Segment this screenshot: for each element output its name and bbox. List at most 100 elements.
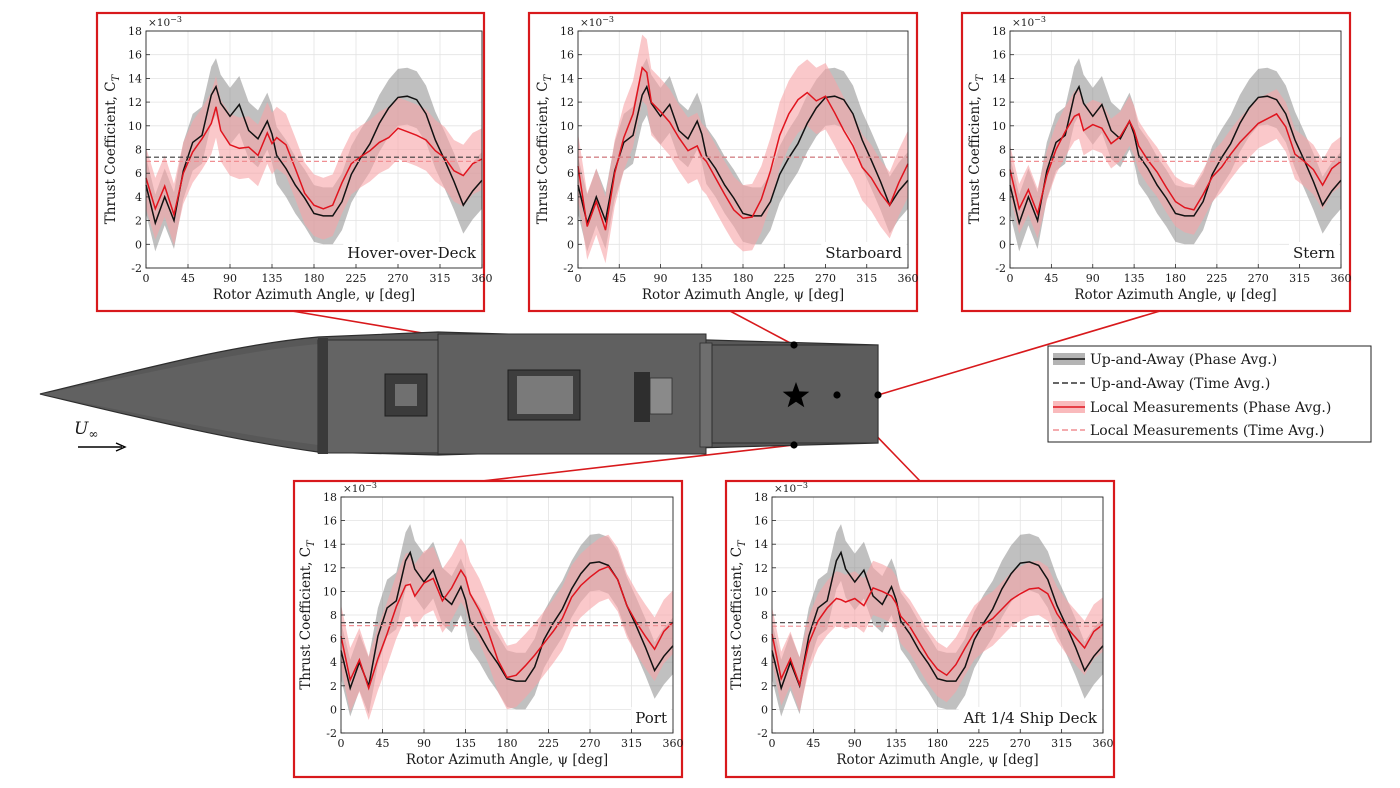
legend-item-local-phase: Local Measurements (Phase Avg.) bbox=[1053, 400, 1331, 416]
legend-box bbox=[1047, 345, 1372, 443]
deck-feature-4 bbox=[649, 377, 673, 415]
uaa-phase-line bbox=[771, 550, 1104, 691]
x-tick-label: 45 bbox=[806, 737, 820, 750]
x-axis-title: Rotor Azimuth Angle, ψ [deg] bbox=[836, 752, 1038, 768]
x-axis-title: Rotor Azimuth Angle, ψ [deg] bbox=[1074, 287, 1276, 303]
y-tick-label: 8 bbox=[567, 144, 574, 157]
x-tick-label: 45 bbox=[1044, 272, 1058, 285]
ship-hull-highlight bbox=[40, 344, 318, 445]
y-tick-label: 6 bbox=[761, 633, 768, 646]
location-label-backdrop bbox=[958, 707, 1102, 729]
y-axis-title: Thrust Coefficient, CT bbox=[103, 73, 122, 224]
y-tick-label: 4 bbox=[135, 191, 142, 204]
y-tick-label: 4 bbox=[999, 191, 1006, 204]
deck-feature-1-inner bbox=[395, 384, 417, 406]
local-phase-band bbox=[146, 76, 482, 246]
x-tick-label: 360 bbox=[1331, 272, 1352, 285]
x-tick-label: 270 bbox=[388, 272, 409, 285]
stern-point bbox=[874, 391, 882, 399]
x-tick-label: 315 bbox=[430, 272, 451, 285]
y-tick-label: -2 bbox=[995, 262, 1006, 275]
x-tick-label: 315 bbox=[1289, 272, 1310, 285]
panel-stern: 0 45 90 135 180 225 270 315 360-2024681012141618… bbox=[960, 11, 1352, 313]
location-label: Starboard bbox=[825, 244, 902, 262]
x-tick-label: 135 bbox=[262, 272, 283, 285]
freestream-arrowhead bbox=[115, 442, 127, 452]
location-label-backdrop bbox=[1288, 242, 1340, 264]
x-tick-label: 315 bbox=[1051, 737, 1072, 750]
x-tick-label: 360 bbox=[898, 272, 919, 285]
y-axis-title: Thrust Coefficient, CT bbox=[298, 539, 317, 690]
y-tick-label: 8 bbox=[330, 609, 337, 622]
y-tick-label: 8 bbox=[761, 609, 768, 622]
y-tick-label: 8 bbox=[999, 144, 1006, 157]
y-tick-label: 16 bbox=[992, 49, 1006, 62]
panel-port: 0 45 90 135 180 225 270 315 360-2024681012141618… bbox=[292, 479, 684, 779]
port-point bbox=[790, 441, 798, 449]
y-tick-label: 18 bbox=[754, 491, 768, 504]
y-tick-label: 0 bbox=[567, 238, 574, 251]
legend-item-local-time: Local Measurements (Time Avg.) bbox=[1053, 423, 1324, 439]
x-tick-label: 90 bbox=[654, 272, 668, 285]
y-exponent-label: ×10−3 bbox=[1012, 15, 1046, 29]
y-tick-label: 18 bbox=[128, 25, 142, 38]
y-tick-label: 0 bbox=[761, 703, 768, 716]
y-exponent-label: ×10−3 bbox=[774, 481, 808, 495]
x-tick-label: 0 bbox=[338, 737, 345, 750]
y-tick-label: 14 bbox=[754, 538, 768, 551]
y-tick-label: 12 bbox=[323, 562, 337, 575]
x-tick-label: 135 bbox=[691, 272, 712, 285]
y-tick-label: 14 bbox=[992, 72, 1006, 85]
y-tick-label: 12 bbox=[992, 96, 1006, 109]
y-tick-label: 2 bbox=[135, 215, 142, 228]
location-label: Aft 1/4 Ship Deck bbox=[963, 709, 1098, 727]
y-tick-label: 2 bbox=[999, 215, 1006, 228]
hover-location-star-icon bbox=[782, 382, 810, 408]
x-tick-label: 225 bbox=[346, 272, 367, 285]
connector-starboard bbox=[729, 310, 795, 346]
x-tick-label: 225 bbox=[1206, 272, 1227, 285]
location-label: Stern bbox=[1293, 244, 1335, 262]
connector-stern bbox=[877, 310, 1161, 396]
legend: Up-and-Away (Phase Avg.) Up-and-Away (Ti… bbox=[1047, 345, 1372, 443]
x-tick-label: 135 bbox=[1124, 272, 1145, 285]
y-tick-label: 18 bbox=[992, 25, 1006, 38]
x-axis-title: Rotor Azimuth Angle, ψ [deg] bbox=[406, 752, 608, 768]
x-tick-label: 270 bbox=[815, 272, 836, 285]
local-phase-line bbox=[577, 66, 909, 231]
y-tick-label: -2 bbox=[326, 727, 337, 740]
x-tick-label: 270 bbox=[1248, 272, 1269, 285]
local-phase-band bbox=[1010, 89, 1341, 239]
x-tick-label: 135 bbox=[455, 737, 476, 750]
x-tick-label: 0 bbox=[1007, 272, 1014, 285]
y-tick-label: -2 bbox=[131, 262, 142, 275]
x-tick-label: 180 bbox=[1165, 272, 1186, 285]
freestream-indicator: U∞ bbox=[74, 419, 127, 452]
y-tick-label: 6 bbox=[567, 167, 574, 180]
panel-aft-quarter-deck: 0 45 90 135 180 225 270 315 360-2024681012141618… bbox=[724, 479, 1116, 779]
freestream-label: U∞ bbox=[74, 419, 98, 441]
x-tick-label: 225 bbox=[774, 272, 795, 285]
y-tick-label: 14 bbox=[560, 72, 574, 85]
y-tick-label: 0 bbox=[999, 238, 1006, 251]
x-tick-label: 0 bbox=[769, 737, 776, 750]
y-tick-label: 0 bbox=[330, 703, 337, 716]
x-axis-title: Rotor Azimuth Angle, ψ [deg] bbox=[213, 287, 415, 303]
x-tick-label: 360 bbox=[472, 272, 493, 285]
starboard-point bbox=[790, 341, 798, 349]
x-tick-label: 180 bbox=[304, 272, 325, 285]
x-tick-label: 90 bbox=[417, 737, 431, 750]
x-tick-label: 180 bbox=[497, 737, 518, 750]
y-tick-label: 16 bbox=[323, 515, 337, 528]
y-tick-label: 10 bbox=[754, 585, 768, 598]
x-tick-label: 90 bbox=[1086, 272, 1100, 285]
x-tick-label: 180 bbox=[927, 737, 948, 750]
x-axis-title: Rotor Azimuth Angle, ψ [deg] bbox=[642, 287, 844, 303]
superstructure-edge bbox=[318, 338, 328, 454]
y-tick-label: 2 bbox=[330, 680, 337, 693]
y-tick-label: 12 bbox=[754, 562, 768, 575]
x-tick-label: 0 bbox=[143, 272, 150, 285]
x-tick-label: 360 bbox=[1093, 737, 1114, 750]
location-label-backdrop bbox=[631, 707, 671, 729]
